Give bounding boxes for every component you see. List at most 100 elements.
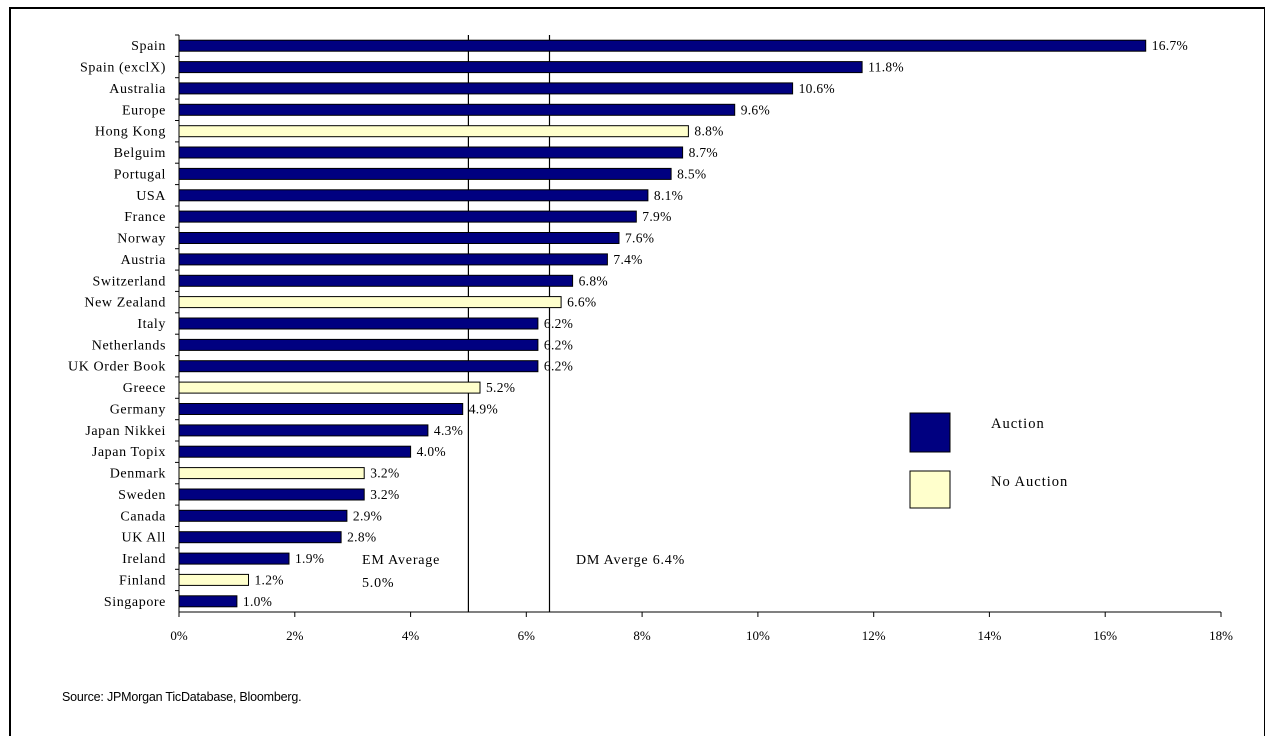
em-average-label: 5.0%	[362, 576, 394, 591]
category-label-spain: Spain	[131, 39, 166, 54]
bar-australia	[178, 82, 794, 95]
data-label-hong-kong: 8.8%	[694, 124, 723, 139]
category-label-belguim: Belguim	[114, 146, 166, 161]
axes: 0% 2% 4% 6% 8% 10% 12% 14% 16% 18%	[170, 35, 1233, 643]
data-label-japan-topix: 4.0%	[417, 444, 446, 459]
data-label-spain-exclx: 11.8%	[868, 60, 904, 75]
data-label-usa: 8.1%	[654, 188, 683, 203]
bar-usa	[178, 189, 649, 202]
bar-greece	[178, 381, 481, 394]
category-label-uk-order-book: UK Order Book	[68, 360, 166, 375]
category-label-singapore: Singapore	[104, 595, 166, 610]
bar-canada	[178, 509, 348, 522]
legend-label-no-auction: No Auction	[991, 474, 1068, 490]
category-label-germany: Germany	[110, 403, 166, 418]
legend: Auction No Auction	[909, 412, 1068, 509]
data-label-japan-nikkei: 4.3%	[434, 423, 463, 438]
category-label-europe: Europe	[122, 103, 166, 118]
data-label-canada: 2.9%	[353, 508, 382, 523]
data-label-spain: 16.7%	[1152, 38, 1188, 53]
x-tick-label-12: 12%	[862, 628, 886, 643]
bar-uk-order-book	[178, 360, 539, 373]
data-label-finland: 1.2%	[255, 572, 284, 587]
data-label-singapore: 1.0%	[243, 594, 272, 609]
category-label-netherlands: Netherlands	[92, 338, 166, 353]
category-label-usa: USA	[136, 189, 166, 204]
category-label-portugal: Portugal	[114, 167, 166, 182]
bar-new-zealand	[178, 296, 562, 309]
bar-japan-nikkei	[178, 424, 429, 437]
bar-europe	[178, 103, 736, 116]
x-tick-label-4: 4%	[402, 628, 420, 643]
x-tick-label-6: 6%	[518, 628, 536, 643]
source-note: Source: JPMorgan TicDatabase, Bloomberg.	[62, 690, 302, 704]
bar-spain-exclx	[178, 61, 863, 74]
data-label-france: 7.9%	[642, 209, 671, 224]
bar-hong-kong	[178, 125, 689, 138]
category-label-new-zealand: New Zealand	[84, 296, 166, 311]
category-label-switzerland: Switzerland	[93, 274, 166, 289]
bar-portugal	[178, 167, 672, 180]
category-label-japan-nikkei: Japan Nikkei	[85, 424, 166, 439]
bar-austria	[178, 253, 608, 266]
bar-singapore	[178, 595, 238, 608]
category-label-norway: Norway	[117, 232, 166, 247]
x-tick-label-8: 8%	[633, 628, 651, 643]
category-label-finland: Finland	[119, 573, 166, 588]
bar-norway	[178, 232, 620, 244]
bar-sweden	[178, 488, 365, 501]
data-label-netherlands: 6.2%	[544, 337, 573, 352]
data-label-portugal: 8.5%	[677, 166, 706, 181]
bar-netherlands	[178, 338, 539, 351]
data-label-denmark: 3.2%	[370, 466, 399, 481]
dm-average-label: DM Averge 6.4%	[576, 553, 685, 568]
category-label-denmark: Denmark	[110, 467, 166, 482]
data-label-uk-all: 2.8%	[347, 530, 376, 545]
x-tick-label-2: 2%	[286, 628, 304, 643]
x-tick-label-0: 0%	[170, 628, 188, 643]
bar-italy	[178, 317, 539, 330]
bar-finland	[178, 573, 249, 586]
data-label-austria: 7.4%	[613, 252, 642, 267]
bar-france	[178, 210, 637, 223]
data-label-australia: 10.6%	[799, 81, 835, 96]
x-tick-label-10: 10%	[746, 628, 770, 643]
x-tick-label-18: 18%	[1209, 628, 1233, 643]
category-label-canada: Canada	[120, 509, 166, 524]
chart-frame	[9, 7, 1265, 736]
category-label-hong-kong: Hong Kong	[95, 125, 166, 140]
category-label-japan-topix: Japan Topix	[92, 445, 166, 460]
data-label-greece: 5.2%	[486, 380, 515, 395]
bars: Spain 16.7% Spain (exclX) 11.8% Australia 10.…	[68, 34, 1188, 610]
legend-swatch-auction	[909, 412, 951, 453]
category-label-greece: Greece	[123, 381, 166, 396]
bar-uk-all	[178, 531, 342, 544]
data-label-switzerland: 6.8%	[579, 273, 608, 288]
category-label-australia: Australia	[109, 82, 166, 97]
category-label-spain-exclx: Spain (exclX)	[80, 61, 166, 76]
data-label-belguim: 8.7%	[689, 145, 718, 160]
data-label-europe: 9.6%	[741, 102, 770, 117]
bar-ireland	[178, 552, 290, 565]
bar-spain	[178, 39, 1147, 52]
bar-japan-topix	[178, 445, 412, 458]
category-label-france: France	[124, 210, 166, 225]
bar-belguim	[178, 146, 684, 159]
x-tick-label-14: 14%	[977, 628, 1001, 643]
bar-denmark	[178, 467, 365, 480]
data-label-norway: 7.6%	[625, 231, 654, 246]
data-label-new-zealand: 6.6%	[567, 295, 596, 310]
em-average-label: EM Average	[362, 553, 440, 568]
data-label-italy: 6.2%	[544, 316, 573, 331]
category-label-austria: Austria	[121, 253, 167, 268]
category-label-ireland: Ireland	[122, 552, 166, 567]
data-label-ireland: 1.9%	[295, 551, 324, 566]
bar-switzerland	[178, 274, 574, 287]
legend-label-auction: Auction	[991, 416, 1045, 432]
x-tick-label-16: 16%	[1093, 628, 1117, 643]
category-label-sweden: Sweden	[118, 488, 166, 503]
reference-labels: EM Average 5.0% DM Averge 6.4%	[362, 553, 685, 591]
category-label-italy: Italy	[137, 317, 166, 332]
bar-germany	[178, 403, 464, 415]
